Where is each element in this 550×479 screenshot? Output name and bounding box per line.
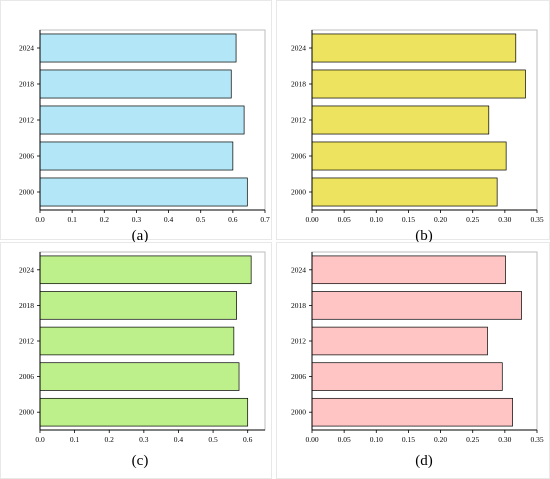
panel-label: (b)	[415, 228, 433, 244]
y-tick-label: 2012	[19, 337, 34, 346]
x-tick-label: 0.25	[466, 435, 479, 444]
bar-2024	[39, 33, 237, 63]
x-tick-label: 0.6	[228, 215, 238, 224]
bar-2018	[39, 291, 237, 320]
bar-2018	[39, 69, 232, 99]
x-tick-label: 0.10	[370, 215, 383, 224]
x-tick-label: 0.00	[305, 215, 318, 224]
bar-2000	[311, 397, 513, 427]
x-tick-label: 0.05	[338, 435, 351, 444]
bar-2024	[39, 255, 252, 285]
x-tick-label: 0.3	[132, 215, 142, 224]
x-tick-label: 0.1	[70, 435, 80, 444]
x-tick-label: 0.15	[402, 435, 415, 444]
chart-panel-1: 2000 2006 2012 2018 2024 0.0 0.1 0.2 0.3 0.4 0.5 0.…	[0, 0, 272, 244]
panel-label: (d)	[415, 453, 433, 469]
y-tick-label: 2006	[19, 152, 34, 161]
bar-2024	[311, 33, 517, 63]
panel-label: (c)	[132, 453, 149, 469]
y-tick-label: 2006	[291, 372, 306, 381]
x-tick-label: 0.1	[67, 215, 77, 224]
y-tick-label: 2000	[291, 408, 306, 417]
x-tick-label: 0.20	[434, 215, 447, 224]
x-tick-label: 0.0	[35, 435, 45, 444]
x-tick-label: 0.00	[305, 435, 318, 444]
y-tick-label: 2012	[291, 116, 306, 125]
bar-2018	[311, 69, 526, 99]
x-tick-label: 0.15	[402, 215, 415, 224]
bar-2000	[311, 177, 498, 207]
y-tick-label: 2024	[19, 44, 34, 53]
x-tick-label: 0.30	[498, 215, 511, 224]
x-tick-label: 0.7	[260, 215, 270, 224]
x-tick-label: 0.2	[105, 435, 115, 444]
x-tick-label: 0.20	[434, 435, 447, 444]
bar-2006	[311, 141, 507, 171]
x-tick-label: 0.10	[370, 435, 383, 444]
y-tick-label: 2000	[19, 408, 34, 417]
bar-2012	[39, 105, 245, 135]
x-tick-label: 0.4	[174, 435, 184, 444]
x-tick-label: 0.5	[196, 215, 206, 224]
y-tick-label: 2018	[291, 301, 306, 310]
x-tick-label: 0.30	[498, 435, 511, 444]
x-tick-label: 0.25	[466, 215, 479, 224]
y-tick-label: 2018	[19, 301, 34, 310]
y-tick-label: 2006	[291, 152, 306, 161]
y-tick-label: 2000	[291, 188, 306, 197]
x-tick-label: 0.0	[35, 215, 45, 224]
y-tick-label: 2012	[291, 337, 306, 346]
bar-2000	[39, 397, 249, 427]
panel-label: (a)	[132, 228, 149, 244]
x-tick-label: 0.35	[530, 435, 543, 444]
y-tick-label: 2024	[19, 265, 34, 274]
x-tick-label: 0.05	[338, 215, 351, 224]
bar-2000	[39, 177, 248, 207]
bar-2006	[39, 141, 234, 171]
y-tick-label: 2000	[19, 188, 34, 197]
x-tick-label: 0.35	[530, 215, 543, 224]
bar-2012	[311, 105, 490, 135]
y-tick-label: 2024	[291, 265, 306, 274]
y-tick-label: 2012	[19, 116, 34, 125]
bar-2006	[311, 362, 503, 391]
y-tick-label: 2018	[19, 80, 34, 89]
x-tick-label: 0.5	[208, 435, 218, 444]
y-tick-label: 2024	[291, 44, 306, 53]
bar-2018	[311, 291, 522, 320]
bar-2006	[39, 362, 240, 391]
bar-2012	[39, 326, 235, 356]
x-tick-label: 0.2	[100, 215, 110, 224]
chart-panel-3: 2000 2006 2012 2018 2024 0.0 0.1 0.2 0.3 0.4 0.5 0.…	[0, 242, 272, 479]
x-tick-label: 0.6	[243, 435, 253, 444]
x-tick-label: 0.4	[164, 215, 174, 224]
chart-panel-2: 2000 2006 2012 2018 2024 0.00 0.05 0.10 0.15 0.20…	[276, 0, 550, 244]
chart-panel-4: 2000 2006 2012 2018 2024 0.00 0.05 0.10 0.15 0.20…	[276, 242, 550, 479]
bar-2024	[311, 255, 506, 285]
bar-2012	[311, 326, 488, 356]
x-tick-label: 0.3	[139, 435, 149, 444]
y-tick-label: 2018	[291, 80, 306, 89]
y-tick-label: 2006	[19, 372, 34, 381]
